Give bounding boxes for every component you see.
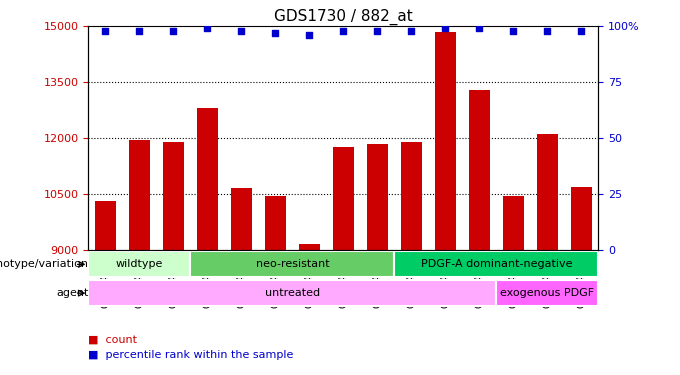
Text: ■  count: ■ count [88, 335, 137, 345]
Text: agent: agent [56, 288, 88, 298]
Text: genotype/variation: genotype/variation [0, 260, 88, 269]
Point [270, 30, 281, 36]
FancyBboxPatch shape [190, 251, 394, 277]
Point [508, 28, 519, 34]
Point [542, 28, 553, 34]
Point [236, 28, 247, 34]
Title: GDS1730 / 882_at: GDS1730 / 882_at [274, 9, 413, 25]
Bar [231, 189, 252, 250]
Bar [299, 244, 320, 250]
Bar [469, 90, 490, 250]
Text: wildtype: wildtype [116, 260, 163, 269]
FancyBboxPatch shape [496, 280, 598, 306]
Point [202, 26, 213, 32]
Point [100, 28, 111, 34]
Bar [163, 142, 184, 250]
Text: exogenous PDGF: exogenous PDGF [500, 288, 594, 298]
Text: neo-resistant: neo-resistant [256, 260, 329, 269]
Bar [503, 196, 524, 250]
Point [576, 28, 587, 34]
Bar [95, 201, 116, 250]
Bar [435, 32, 456, 250]
Bar [367, 144, 388, 250]
Text: ■  percentile rank within the sample: ■ percentile rank within the sample [88, 350, 294, 360]
Bar [571, 187, 592, 250]
Point [338, 28, 349, 34]
Point [440, 26, 451, 32]
Text: PDGF-A dominant-negative: PDGF-A dominant-negative [421, 260, 572, 269]
FancyBboxPatch shape [88, 251, 190, 277]
FancyBboxPatch shape [394, 251, 598, 277]
Bar [537, 134, 558, 250]
Bar [129, 140, 150, 250]
Bar [333, 147, 354, 250]
Point [134, 28, 145, 34]
Bar [401, 142, 422, 250]
Point [406, 28, 417, 34]
Point [304, 32, 315, 38]
FancyBboxPatch shape [88, 280, 496, 306]
Point [474, 26, 485, 32]
Point [168, 28, 179, 34]
Point [372, 28, 383, 34]
Bar [265, 196, 286, 250]
Bar [197, 108, 218, 250]
Text: untreated: untreated [265, 288, 320, 298]
